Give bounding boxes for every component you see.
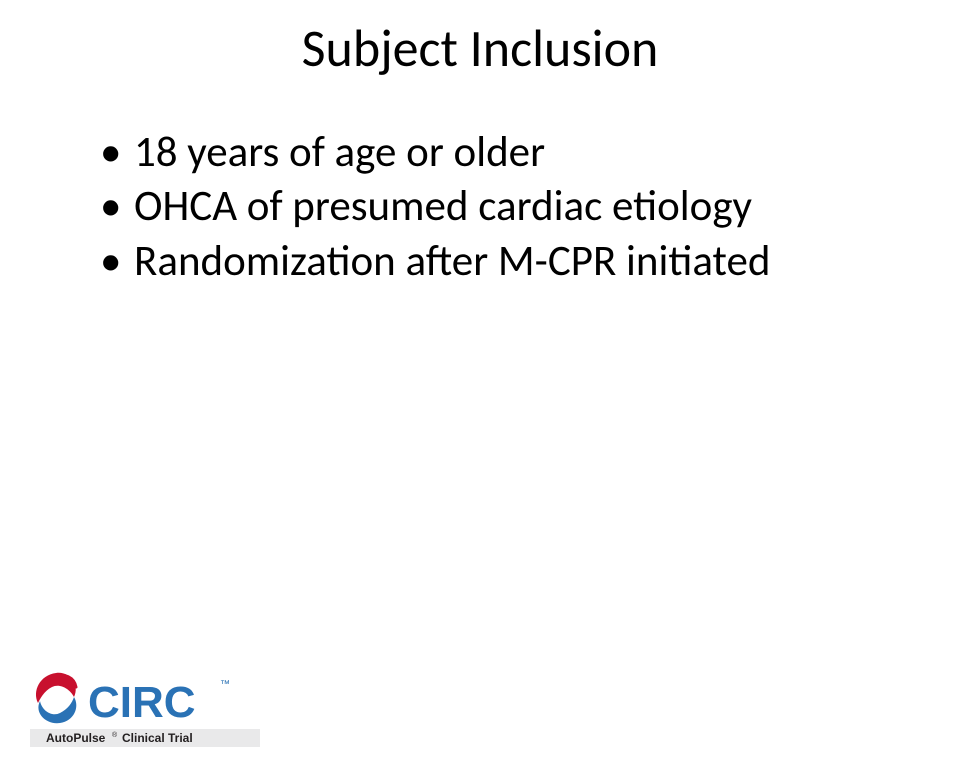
reg-mark: ® bbox=[112, 731, 118, 739]
logo-sub-suffix: Clinical Trial bbox=[122, 731, 193, 745]
slide-title: Subject Inclusion bbox=[0, 16, 960, 80]
bullet-list: 18 years of age or older OHCA of presume… bbox=[90, 126, 900, 287]
logo-sub-prefix: AutoPulse bbox=[46, 731, 106, 745]
bullet-item: Randomization after M-CPR initiated bbox=[90, 235, 900, 287]
circ-logo: CIRC ™ AutoPulse ® Clinical Trial bbox=[30, 667, 260, 751]
bullet-item: 18 years of age or older bbox=[90, 126, 900, 178]
swoosh-icon bbox=[36, 673, 76, 723]
bullet-item: OHCA of presumed cardiac etiology bbox=[90, 180, 900, 232]
logo-main-text: CIRC bbox=[88, 678, 196, 727]
slide-body: 18 years of age or older OHCA of presume… bbox=[90, 126, 900, 289]
circ-logo-svg: CIRC ™ AutoPulse ® Clinical Trial bbox=[30, 667, 260, 751]
tm-mark: ™ bbox=[220, 679, 230, 690]
